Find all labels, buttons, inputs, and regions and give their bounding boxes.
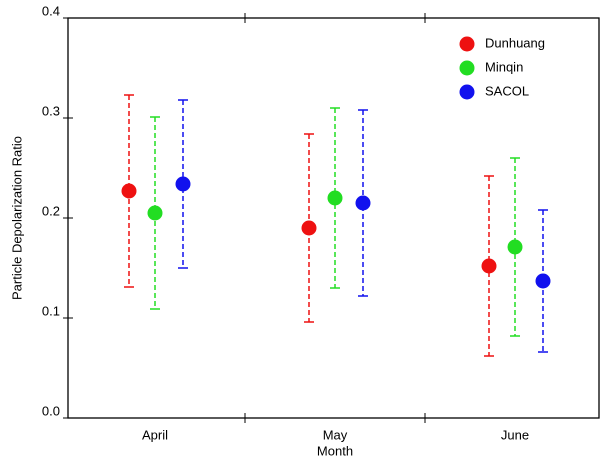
plot-frame <box>67 17 600 419</box>
y-tick-label: 0.2 <box>42 203 60 218</box>
legend-label: Minqin <box>485 59 523 74</box>
point <box>327 190 343 206</box>
point <box>481 258 497 274</box>
y-tick-label: 0.0 <box>42 403 60 418</box>
x-axis-label: Month <box>317 443 353 458</box>
legend-marker <box>459 84 475 100</box>
error-bar <box>538 209 548 353</box>
x-tick-label: May <box>323 427 348 442</box>
point <box>121 183 137 199</box>
x-tick-label: April <box>142 427 168 442</box>
point <box>507 239 523 255</box>
legend-marker <box>459 60 475 76</box>
point <box>301 220 317 236</box>
point <box>147 205 163 221</box>
error-bar <box>304 133 314 323</box>
legend-marker <box>459 36 475 52</box>
legend-label: SACOL <box>485 83 529 98</box>
y-axis-label: Particle Depolarization Ratio <box>9 136 24 300</box>
y-tick-label: 0.1 <box>42 303 60 318</box>
legend-label: Dunhuang <box>485 35 545 50</box>
x-tick-label: June <box>501 427 529 442</box>
point <box>355 195 371 211</box>
y-tick-label: 0.3 <box>42 103 60 118</box>
y-tick-label: 0.4 <box>42 3 60 18</box>
point <box>535 273 551 289</box>
point <box>175 176 191 192</box>
